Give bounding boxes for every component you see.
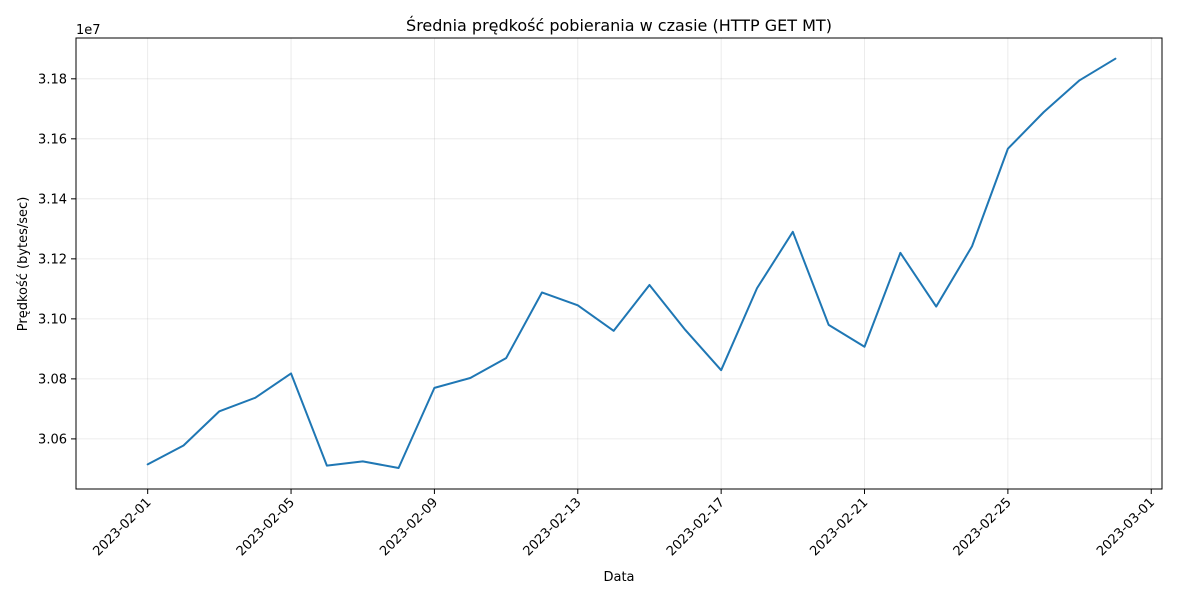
x-tick-label: 2023-02-01 <box>90 495 154 559</box>
x-tick-label: 2023-02-09 <box>377 495 441 559</box>
x-tick-label: 2023-02-25 <box>951 495 1015 559</box>
x-tick-label: 2023-02-05 <box>234 495 298 559</box>
y-tick-label: 3.06 <box>38 432 67 447</box>
y-tick-label: 3.08 <box>38 372 67 387</box>
grid <box>76 38 1162 489</box>
series-line-0 <box>146 57 1117 469</box>
y-axis-title: Prędkość (bytes/sec) <box>16 197 31 332</box>
x-axis-ticks: 2023-02-01 2023-02-05 2023-02-09 2023-02-13… <box>90 489 1158 559</box>
y-axis-offset-label: 1e7 <box>76 23 101 38</box>
x-tick-label: 2023-02-17 <box>664 495 728 559</box>
x-tick-label: 2023-03-01 <box>1094 495 1158 559</box>
plot-frame <box>75 37 1163 490</box>
y-tick-label: 3.10 <box>38 312 67 327</box>
x-tick-label: 2023-02-21 <box>807 495 871 559</box>
y-tick-label: 3.16 <box>38 132 67 147</box>
series-layer <box>146 57 1117 469</box>
x-axis-title: Data <box>603 570 634 585</box>
y-tick-label: 3.18 <box>38 72 67 87</box>
chart-title: Średnia prędkość pobierania w czasie (HT… <box>406 16 832 35</box>
x-tick-label: 2023-02-13 <box>521 495 585 559</box>
y-tick-label: 3.14 <box>38 192 67 207</box>
y-axis-ticks: 3.06 3.08 3.10 3.12 3.14 3.16 3.18 <box>38 72 76 447</box>
y-tick-label: 3.12 <box>38 252 67 267</box>
